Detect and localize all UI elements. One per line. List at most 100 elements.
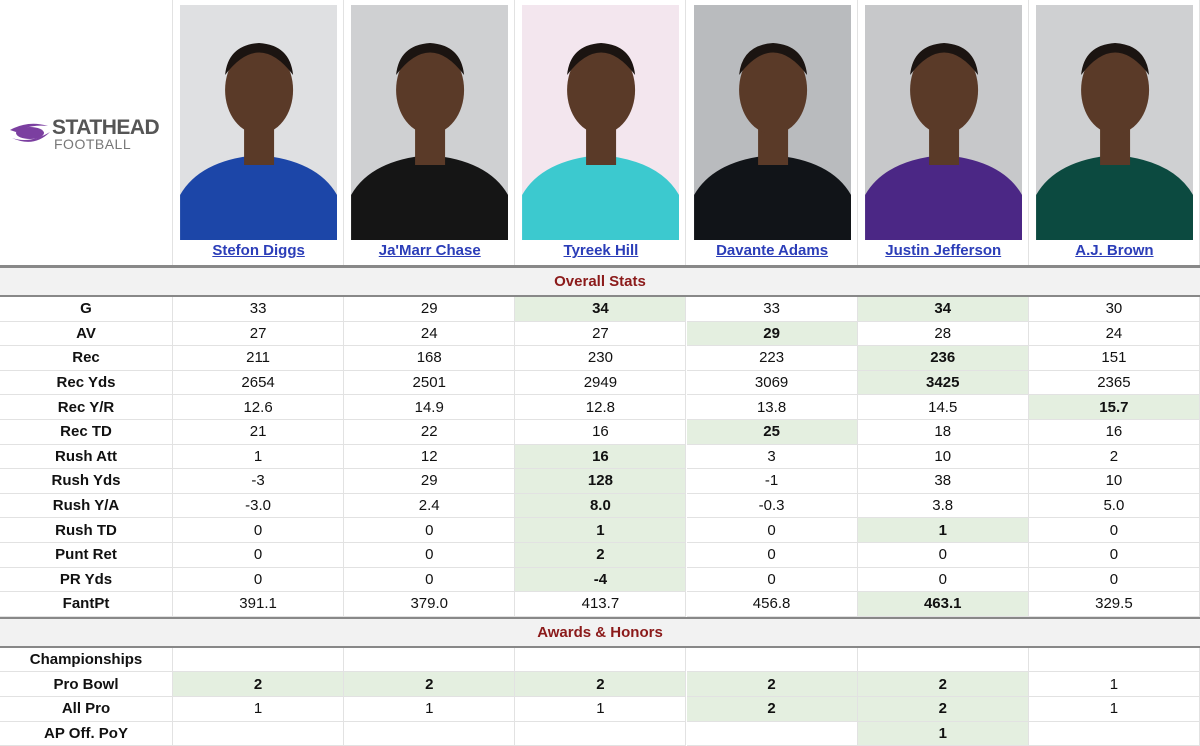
stat-cell: 14.9 <box>344 395 516 420</box>
stat-cell: 0 <box>344 518 516 543</box>
row-label: Rush TD <box>0 518 173 543</box>
stat-cell: 2 <box>515 672 687 697</box>
logo: STATHEAD FOOTBALL <box>8 112 170 152</box>
stat-cell: 1 <box>857 721 1029 746</box>
stat-cell: 3.8 <box>857 493 1029 519</box>
stat-cell: 2 <box>857 672 1029 697</box>
stat-cell: 28 <box>857 321 1029 347</box>
row-label: Rush Att <box>0 444 173 470</box>
stat-cell <box>515 721 687 746</box>
logo-icon <box>10 123 50 142</box>
stat-cell: 3 <box>686 444 858 470</box>
photo-silhouette <box>351 43 509 240</box>
stat-cell: 29 <box>344 297 516 322</box>
stat-cell: 0 <box>1028 567 1200 593</box>
stat-cell: -1 <box>686 469 858 494</box>
stat-cell: 25 <box>686 420 858 445</box>
stat-cell: 1 <box>857 518 1029 543</box>
player-name[interactable]: Justin Jefferson <box>885 242 1002 259</box>
stat-cell: 16 <box>1028 420 1200 445</box>
stat-cell: 0 <box>686 567 858 593</box>
stat-cell: 463.1 <box>857 592 1029 617</box>
header-bottom <box>0 265 1200 266</box>
stat-cell: 0 <box>1028 543 1200 568</box>
stat-cell: 230 <box>515 346 687 371</box>
stat-cell: 33 <box>173 297 345 322</box>
stat-cell: 413.7 <box>515 592 687 617</box>
player-photo <box>351 5 509 240</box>
player-photo <box>693 5 851 240</box>
stat-cell: 24 <box>1028 321 1200 347</box>
stat-cell: 0 <box>344 543 516 568</box>
stat-cell: 2949 <box>515 370 687 396</box>
logo-sub: FOOTBALL <box>54 136 132 152</box>
stat-cell: 211 <box>173 346 345 371</box>
stat-cell: 391.1 <box>173 592 345 617</box>
stat-cell: 0 <box>344 567 516 593</box>
row-label: AV <box>0 321 173 347</box>
player-header <box>344 0 516 266</box>
stat-cell: 2 <box>1028 444 1200 470</box>
stat-cell: 12.8 <box>515 395 687 420</box>
stat-cell: 33 <box>686 297 858 322</box>
photo-silhouette <box>1035 43 1193 240</box>
stat-cell: 16 <box>515 420 687 445</box>
stat-cell: 1 <box>173 444 345 470</box>
player-name[interactable]: Ja'Marr Chase <box>378 242 481 259</box>
row-label: PR Yds <box>0 567 173 593</box>
stat-cell: 10 <box>1028 469 1200 494</box>
section-header: Overall Stats <box>0 266 1200 297</box>
stat-cell: 27 <box>515 321 687 347</box>
stat-cell: 5.0 <box>1028 493 1200 519</box>
stat-cell: 3069 <box>686 370 858 396</box>
stat-cell: 168 <box>344 346 516 371</box>
stat-cell: -3 <box>173 469 345 494</box>
stat-cell: 456.8 <box>686 592 858 617</box>
stat-cell: -3.0 <box>173 493 345 519</box>
stat-cell: -4 <box>515 567 687 593</box>
player-name[interactable]: A.J. Brown <box>1075 242 1154 259</box>
stat-cell: 0 <box>1028 518 1200 543</box>
row-label: Rec Yds <box>0 370 173 396</box>
stat-cell: 2 <box>686 672 858 697</box>
row-label: Rec TD <box>0 420 173 445</box>
stat-cell <box>173 647 345 673</box>
row-label: Rec <box>0 346 173 371</box>
photo-silhouette <box>522 43 680 240</box>
stat-cell: 10 <box>857 444 1029 470</box>
stat-cell: 38 <box>857 469 1029 494</box>
stat-cell <box>1028 647 1200 673</box>
player-name[interactable]: Davante Adams <box>716 242 829 259</box>
stat-cell: 34 <box>857 297 1029 322</box>
stat-cell: 128 <box>515 469 687 494</box>
stat-cell: -0.3 <box>686 493 858 519</box>
stat-cell: 2 <box>686 697 858 722</box>
photo-silhouette <box>864 43 1022 240</box>
stat-cell: 3425 <box>857 370 1029 396</box>
stat-cell: 1 <box>173 697 345 722</box>
row-label: Rush Y/A <box>0 493 173 519</box>
stat-cell: 1 <box>344 697 516 722</box>
stat-cell <box>344 647 516 673</box>
stat-cell: 18 <box>857 420 1029 445</box>
stat-cell: 0 <box>173 518 345 543</box>
row-label: Rush Yds <box>0 469 173 494</box>
stat-cell <box>173 721 345 746</box>
stat-cell: 0 <box>686 543 858 568</box>
photo-silhouette <box>693 43 851 240</box>
stat-cell: 236 <box>857 346 1029 371</box>
stat-cell: 2654 <box>173 370 345 396</box>
stat-cell: 12 <box>344 444 516 470</box>
stat-cell: 2 <box>173 672 345 697</box>
stat-cell: 16 <box>515 444 687 470</box>
section-header: Awards & Honors <box>0 616 1200 648</box>
player-name[interactable]: Tyreek Hill <box>563 242 639 259</box>
player-header <box>173 0 345 266</box>
player-name[interactable]: Stefon Diggs <box>212 242 305 259</box>
row-label: Championships <box>0 647 173 673</box>
stat-cell: 379.0 <box>344 592 516 617</box>
stat-cell: 2 <box>515 543 687 568</box>
stat-cell: 151 <box>1028 346 1200 371</box>
stat-cell: 0 <box>686 518 858 543</box>
stat-cell: 1 <box>515 697 687 722</box>
